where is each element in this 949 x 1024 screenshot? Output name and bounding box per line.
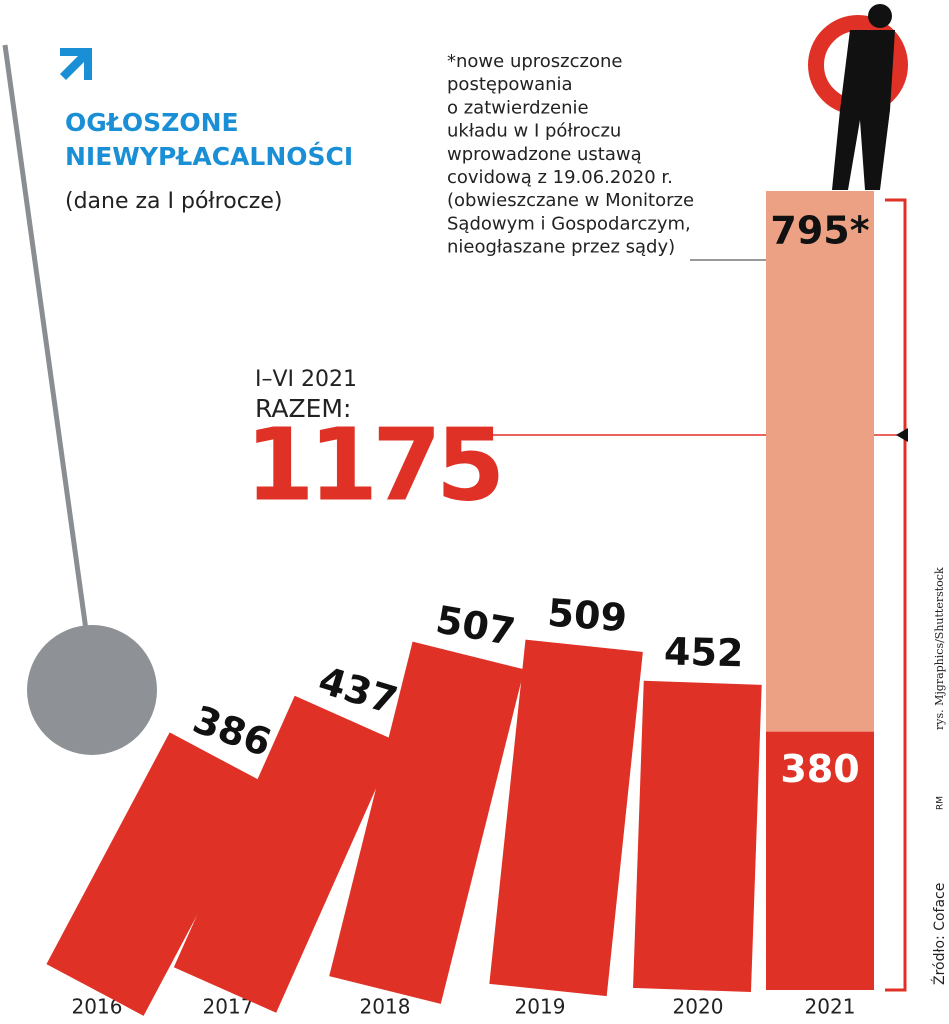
total-label: RAZEM: (255, 394, 351, 423)
x-tick-label: 2019 (515, 995, 566, 1019)
x-tick-label: 2021 (805, 995, 856, 1019)
note-line: wprowadzone ustawą (447, 144, 642, 165)
note-line: Sądowym i Gospodarczym, (447, 213, 691, 234)
bar (329, 641, 525, 1004)
x-tick-label: 2018 (360, 995, 411, 1019)
note-line: covidową z 19.06.2020 r. (447, 167, 673, 188)
author: RM (936, 796, 946, 810)
x-tick-label: 2020 (673, 995, 724, 1019)
bar (633, 680, 762, 993)
note-line: (obwieszczane w Monitorze (447, 190, 694, 211)
total-bracket (885, 198, 907, 992)
note-line: nieogłaszane przez sądy) (447, 237, 675, 258)
subtitle: (dane za I półrocze) (65, 189, 282, 214)
pendulum-ball (27, 625, 157, 755)
total-value: 1175 (245, 406, 499, 523)
bar (489, 639, 643, 997)
note-line: o zatwierdzenie (447, 97, 589, 118)
note-line: *nowe uproszczone (447, 51, 622, 72)
value-label: 795* (770, 209, 869, 253)
domino: 452 (633, 629, 762, 993)
value-label: 452 (664, 629, 744, 675)
bar (766, 731, 874, 990)
value-label: 509 (546, 591, 628, 641)
note-line: układu w I półroczu (447, 121, 621, 142)
figure-body (832, 30, 895, 190)
arrow-icon (60, 48, 92, 80)
value-label: 380 (780, 747, 859, 791)
source: Źródło: Coface (930, 883, 948, 985)
bracket-tip (896, 428, 908, 442)
domino: 509 (489, 591, 643, 997)
value-label: 507 (433, 597, 519, 654)
bar (173, 695, 398, 1013)
pendulum-string (2, 44, 89, 631)
figure-head (868, 4, 892, 28)
title-line: NIEWYPŁACALNOŚCI (65, 141, 353, 171)
domino: 380 795* (766, 191, 874, 990)
note-line: postępowania (447, 74, 573, 95)
title-line: OGŁOSZONE (65, 108, 239, 137)
bar (766, 191, 874, 732)
total-label: I–VI 2021 (255, 367, 357, 392)
figure (808, 4, 908, 190)
bar (46, 732, 267, 1016)
credit: rys. Mjgraphics/Shutterstock (933, 567, 946, 730)
